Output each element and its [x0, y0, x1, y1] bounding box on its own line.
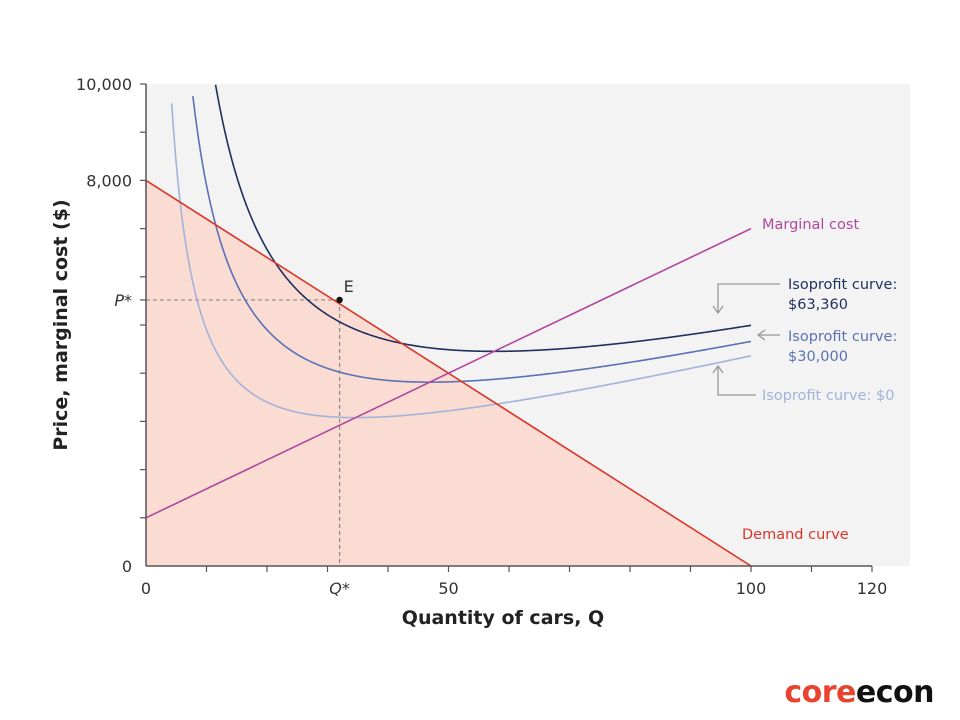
y-axis-title: Price, marginal cost ($)	[50, 199, 72, 450]
y-tick-label: P*	[114, 291, 132, 310]
isoprofit-30000-label-line2: $30,000	[788, 349, 848, 365]
equilibrium-label: E	[344, 277, 354, 296]
x-tick-label: 0	[141, 579, 151, 598]
arrow-head-0	[712, 364, 724, 374]
arrow-isoprofit-63360	[717, 283, 780, 312]
x-tick-label: 120	[857, 579, 888, 598]
isoprofit-curve-63360	[214, 84, 752, 353]
isoprofit-0-label: Isoprofit curve: $0	[762, 388, 894, 404]
x-tick-label: Q*	[329, 579, 350, 598]
x-axis-title: Quantity of cars, Q	[402, 607, 604, 629]
equilibrium-point	[336, 296, 343, 304]
marginal-cost-label: Marginal cost	[762, 217, 859, 233]
demand-curve-label: Demand curve	[742, 527, 849, 543]
coreecon-logo: coreecon	[784, 675, 934, 710]
arrow-isoprofit-0	[717, 367, 756, 396]
y-tick-label: 10,000	[76, 75, 132, 94]
arrow-head-63360	[712, 305, 724, 315]
x-tick-label: 50	[438, 579, 458, 598]
y-tick-label: 0	[122, 557, 132, 576]
isoprofit-63360-label-line2: $63,360	[788, 297, 848, 313]
arrow-head-30000	[756, 329, 766, 341]
y-tick-label: 8,000	[86, 171, 132, 190]
marginal-cost-line	[145, 227, 752, 519]
isoprofit-63360-label-line1: Isoprofit curve:	[788, 277, 897, 293]
isoprofit-curve-0	[170, 103, 752, 419]
isoprofit-30000-label-line1: Isoprofit curve:	[788, 329, 897, 345]
isoprofit-curve-30000	[192, 96, 752, 383]
x-tick-label: 100	[736, 579, 767, 598]
